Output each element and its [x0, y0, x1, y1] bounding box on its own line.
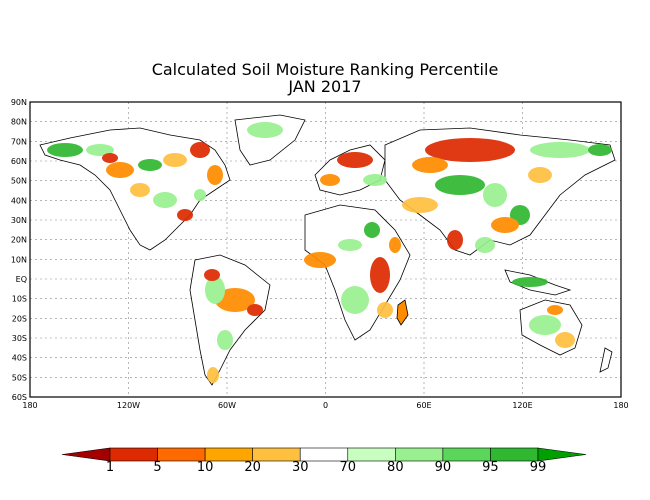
- latitude-label: 40N: [11, 196, 27, 205]
- longitude-label: 180: [613, 401, 628, 410]
- map-title: Calculated Soil Moisture Ranking Percent…: [151, 60, 499, 79]
- latitude-label: 20N: [11, 236, 27, 245]
- map-subtitle: JAN 2017: [288, 77, 362, 96]
- longitude-label: 0: [323, 401, 328, 410]
- colorbar-label: 90: [435, 460, 452, 475]
- latitude-label: 50N: [11, 177, 27, 186]
- latitude-label: 20S: [12, 314, 27, 323]
- latitude-labels: 90N 80N 70N 60N 50N 40N 30N 20N 10N EQ 10S 20S 30S 40…: [11, 98, 27, 402]
- colorbar-label: 30: [292, 460, 309, 475]
- map-border: [29, 101, 622, 398]
- new-zealand: [599, 347, 613, 373]
- latitude-label: 60S: [12, 393, 27, 402]
- latitude-label: 90N: [11, 98, 27, 107]
- latitude-label: EQ: [16, 275, 27, 284]
- colorbar-label: 1: [106, 460, 114, 475]
- colorbar: 1 5 10 20 30 70 80 90 95 99: [61, 447, 587, 475]
- latitude-label: 40S: [12, 354, 27, 363]
- longitude-label: 60W: [218, 401, 236, 410]
- latitude-label: 10N: [11, 255, 27, 264]
- latitude-label: 30S: [12, 334, 27, 343]
- latitude-label: 10S: [12, 295, 27, 304]
- madagascar: [396, 299, 409, 326]
- colorbar-arrow-low: [61, 447, 111, 462]
- colorbar-label: 99: [530, 460, 547, 475]
- latitude-label: 70N: [11, 137, 27, 146]
- longitude-label: 120W: [117, 401, 140, 410]
- moisture-anomaly-patches: [47, 122, 612, 383]
- colorbar-segment: [109, 447, 158, 462]
- colorbar-arrow-high: [537, 447, 587, 462]
- colorbar-label: 70: [340, 460, 357, 475]
- longitude-label: 60E: [416, 401, 431, 410]
- colorbar-label: 10: [197, 460, 214, 475]
- colorbar-label: 20: [244, 460, 261, 475]
- latitude-label: 50S: [12, 373, 27, 382]
- latitude-label: 30N: [11, 216, 27, 225]
- colorbar-label: 80: [387, 460, 404, 475]
- latitude-label: 60N: [11, 157, 27, 166]
- latitude-label: 80N: [11, 118, 27, 127]
- colorbar-label: 95: [482, 460, 499, 475]
- longitude-label: 120E: [512, 401, 532, 410]
- colorbar-label: 5: [153, 460, 161, 475]
- longitude-labels: 180 120W 60W 0 60E 120E 180: [22, 401, 628, 410]
- longitude-label: 180: [22, 401, 37, 410]
